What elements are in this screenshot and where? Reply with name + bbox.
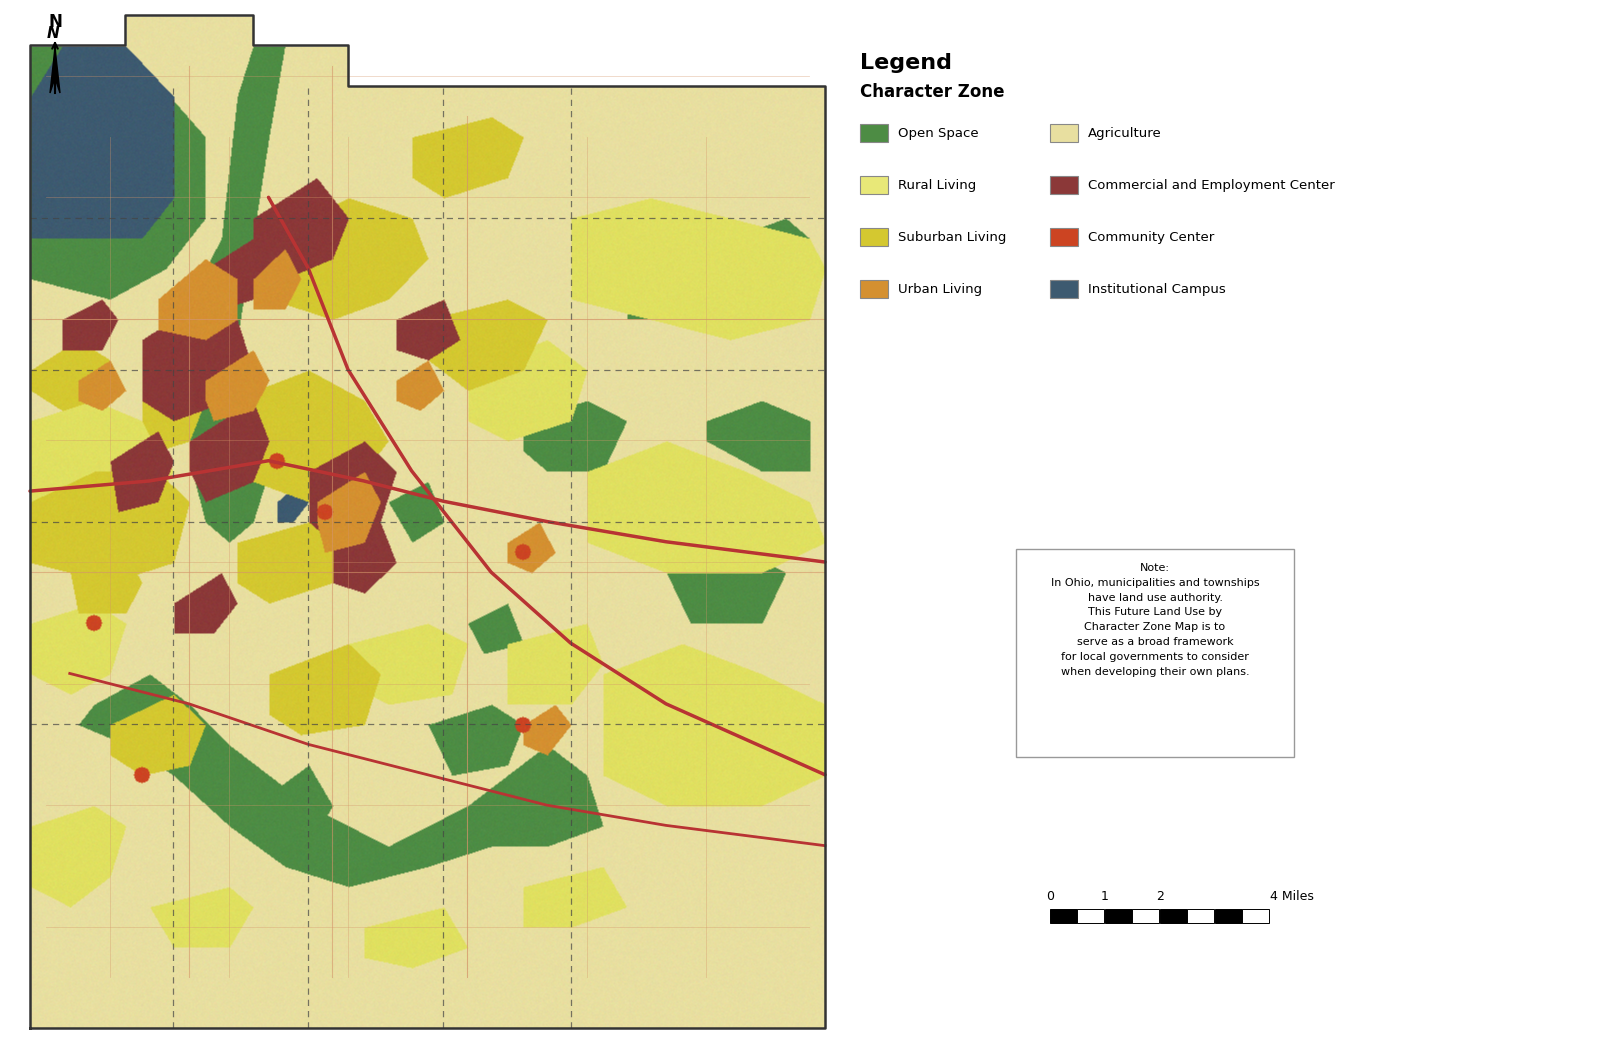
Bar <box>1242 909 1269 923</box>
FancyBboxPatch shape <box>1050 228 1078 246</box>
FancyBboxPatch shape <box>861 228 888 246</box>
Text: N: N <box>48 13 62 31</box>
Bar <box>1133 909 1158 923</box>
Text: Institutional Campus: Institutional Campus <box>1088 283 1226 295</box>
Text: Open Space: Open Space <box>898 126 979 140</box>
FancyBboxPatch shape <box>861 176 888 194</box>
Text: 0: 0 <box>1046 890 1054 903</box>
Text: Character Zone: Character Zone <box>861 83 1005 101</box>
FancyBboxPatch shape <box>1016 549 1294 757</box>
Text: Legend: Legend <box>861 53 952 73</box>
FancyBboxPatch shape <box>1050 176 1078 194</box>
Text: Note:
In Ohio, municipalities and townships
have land use authority.
This Future: Note: In Ohio, municipalities and townsh… <box>1051 563 1259 677</box>
Bar <box>1050 909 1077 923</box>
Text: Suburban Living: Suburban Living <box>898 231 1006 243</box>
Bar <box>1106 909 1133 923</box>
Text: Community Center: Community Center <box>1088 231 1214 243</box>
Bar <box>1077 909 1104 923</box>
Bar <box>1214 909 1242 923</box>
Bar <box>1187 909 1214 923</box>
Text: Agriculture: Agriculture <box>1088 126 1162 140</box>
FancyBboxPatch shape <box>861 280 888 298</box>
FancyBboxPatch shape <box>1050 124 1078 142</box>
Text: Urban Living: Urban Living <box>898 283 982 295</box>
FancyBboxPatch shape <box>861 124 888 142</box>
FancyBboxPatch shape <box>1050 280 1078 298</box>
Text: 2: 2 <box>1157 890 1163 903</box>
Bar <box>1160 909 1187 923</box>
Text: Rural Living: Rural Living <box>898 178 976 192</box>
Text: 1: 1 <box>1101 890 1109 903</box>
Polygon shape <box>50 48 61 93</box>
Text: 4 Miles: 4 Miles <box>1270 890 1314 903</box>
Text: Commercial and Employment Center: Commercial and Employment Center <box>1088 178 1334 192</box>
Text: N: N <box>46 26 59 41</box>
